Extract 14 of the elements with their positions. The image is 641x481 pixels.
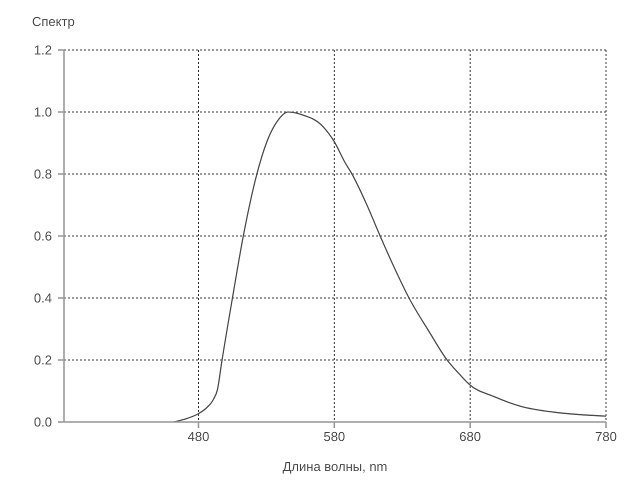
y-tick-label: 0.2 — [34, 352, 52, 368]
y-tick-label: 0.0 — [34, 414, 52, 430]
y-tick-label: 0.6 — [34, 228, 52, 244]
y-axis-title: Спектр — [32, 14, 75, 29]
x-tick-label: 480 — [188, 429, 210, 444]
y-tick-label: 0.4 — [34, 290, 52, 306]
x-tick-label: 680 — [459, 429, 482, 444]
y-tick-label: 0.8 — [34, 166, 52, 182]
x-tick-label: 780 — [595, 429, 617, 444]
y-tick-label: 1.2 — [34, 42, 52, 58]
line-series — [173, 111, 606, 422]
x-tick-label: 580 — [323, 429, 346, 444]
x-axis-title: Длина волны, nm — [282, 459, 388, 474]
y-tick-label: 1.0 — [34, 104, 52, 120]
